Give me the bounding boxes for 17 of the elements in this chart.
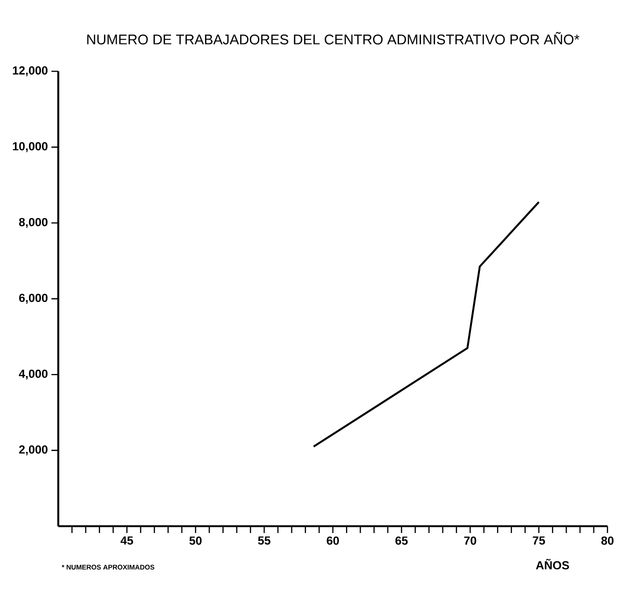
x-tick-label: 70 — [464, 536, 476, 545]
x-tick-label: 55 — [258, 536, 270, 545]
x-axis-title: AÑOS — [536, 558, 569, 570]
line-series — [312, 201, 540, 448]
x-tick-label: 60 — [326, 536, 339, 545]
x-tick-label: 50 — [189, 536, 202, 545]
y-tick-label: 8,000 — [19, 218, 48, 228]
chart-title: NUMERO DE TRABAJADORES DEL CENTRO ADMINISTRATIVO POR AÑO* — [87, 32, 580, 44]
y-tick-label: 6,000 — [19, 294, 48, 304]
x-tick-label: 45 — [120, 536, 134, 545]
x-tick-label: 75 — [532, 536, 546, 545]
x-tick-label: 80 — [601, 536, 614, 545]
y-tick-label: 4,000 — [18, 370, 48, 380]
y-tick-label: 2,000 — [19, 445, 48, 456]
y-tick-label: 10,000 — [12, 142, 48, 152]
x-tick-label: 65 — [395, 536, 408, 545]
y-tick-label: 12,000 — [12, 66, 48, 76]
